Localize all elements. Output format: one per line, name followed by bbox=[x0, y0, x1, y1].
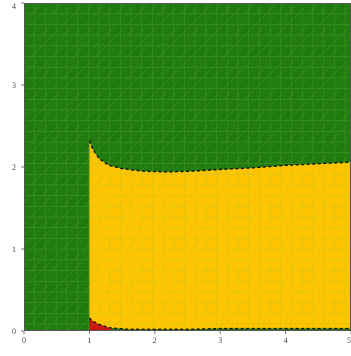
mesh-line bbox=[24, 3, 85, 64]
mesh-line bbox=[24, 3, 146, 246]
mesh-line bbox=[237, 104, 351, 331]
mesh-line bbox=[45, 3, 210, 331]
mesh-line bbox=[152, 132, 351, 331]
mesh-line bbox=[248, 228, 351, 331]
mesh-line bbox=[24, 3, 82, 118]
mesh-line bbox=[24, 3, 128, 107]
x-tick-label: 4 bbox=[284, 336, 288, 345]
mesh-line bbox=[280, 190, 351, 331]
mesh-line bbox=[24, 3, 256, 235]
mesh-line bbox=[109, 89, 351, 331]
mesh-line bbox=[130, 110, 351, 331]
mesh-line bbox=[34, 14, 351, 331]
mesh-line bbox=[24, 3, 167, 289]
mesh-line bbox=[195, 174, 351, 331]
mesh-line bbox=[24, 3, 214, 193]
mesh-line bbox=[216, 196, 351, 331]
mesh-line bbox=[141, 121, 351, 331]
mesh-line bbox=[66, 46, 351, 331]
mesh-line bbox=[280, 260, 351, 331]
y-tick-label: 1 bbox=[12, 245, 16, 254]
mesh-line bbox=[24, 3, 171, 150]
mesh-line bbox=[130, 3, 296, 331]
region-middle-region bbox=[89, 140, 351, 330]
mesh-line bbox=[216, 61, 351, 331]
mesh-line bbox=[88, 3, 253, 331]
mesh-line bbox=[152, 3, 317, 331]
mesh-line bbox=[66, 3, 231, 331]
mesh-line bbox=[24, 3, 139, 118]
mesh-line bbox=[269, 249, 351, 331]
mesh-line bbox=[24, 3, 149, 128]
mesh-line bbox=[24, 3, 192, 171]
y-tick-label: 3 bbox=[12, 81, 16, 90]
mesh-line bbox=[173, 3, 338, 331]
mesh-line bbox=[24, 3, 181, 161]
boundary-curve-1 bbox=[88, 140, 351, 173]
mesh-layer bbox=[0, 3, 351, 331]
mesh-line bbox=[205, 185, 351, 331]
mesh-line bbox=[24, 3, 246, 225]
mesh-line bbox=[109, 3, 274, 331]
mesh-line bbox=[24, 3, 331, 310]
mesh-line bbox=[24, 3, 96, 75]
mesh-line bbox=[24, 3, 299, 278]
x-tick-label: 3 bbox=[218, 336, 222, 345]
mesh-line bbox=[24, 3, 117, 96]
mesh-line bbox=[227, 207, 351, 331]
mesh-line bbox=[24, 3, 103, 161]
mesh-line bbox=[24, 3, 321, 300]
y-tick-label: 4 bbox=[12, 2, 16, 11]
boundary-curve-2 bbox=[88, 317, 351, 331]
y-tick-label: 2 bbox=[12, 163, 16, 172]
mesh-line bbox=[24, 3, 351, 331]
mesh-line bbox=[88, 67, 351, 331]
mesh-line bbox=[162, 142, 351, 331]
mesh-line bbox=[195, 19, 351, 331]
y-tick-label: 0 bbox=[12, 327, 16, 336]
mesh-line bbox=[24, 3, 107, 86]
x-tick-label: 5 bbox=[347, 336, 351, 345]
mesh-line bbox=[184, 164, 351, 331]
x-tick-label: 1 bbox=[87, 336, 91, 345]
mesh-line bbox=[24, 3, 310, 289]
mesh-line bbox=[24, 3, 267, 246]
mesh-line bbox=[45, 25, 351, 331]
x-tick-label: 0 bbox=[22, 336, 26, 345]
mesh-line bbox=[302, 233, 351, 331]
mesh-line bbox=[24, 3, 124, 203]
mesh-line bbox=[24, 3, 342, 321]
mesh-line bbox=[259, 239, 351, 331]
boundary-layer bbox=[88, 140, 351, 331]
mesh-line bbox=[24, 3, 203, 182]
mesh-line bbox=[24, 3, 189, 331]
mesh-line bbox=[237, 217, 351, 331]
mesh-line bbox=[24, 3, 224, 203]
mesh-line bbox=[0, 3, 20, 331]
mesh-line bbox=[291, 271, 351, 331]
mesh-line bbox=[24, 3, 288, 268]
mesh-line bbox=[120, 100, 351, 331]
mesh-line bbox=[24, 3, 235, 214]
mesh-line bbox=[259, 147, 351, 331]
mesh-line bbox=[24, 3, 160, 139]
mesh-line bbox=[24, 3, 278, 257]
mesh-line bbox=[24, 3, 60, 75]
x-tick-label: 2 bbox=[153, 336, 157, 345]
mesh-line bbox=[173, 153, 351, 331]
mesh-line bbox=[55, 35, 351, 331]
axis-ticks: 0 1 2 3 4 5 0 1 2 3 4 bbox=[12, 2, 351, 345]
